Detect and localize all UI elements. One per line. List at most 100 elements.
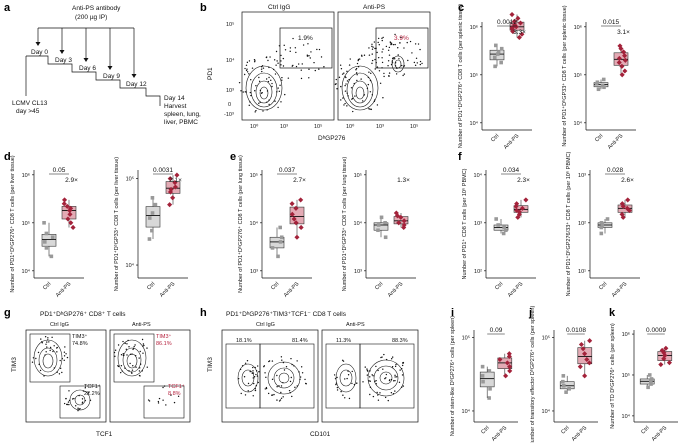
flow-event-dot <box>419 63 422 66</box>
flow-event-dot <box>255 373 257 376</box>
day-12: Day 12 <box>126 81 147 88</box>
y-tick-label: 10⁴ <box>474 172 483 179</box>
flow-event-dot <box>366 368 368 370</box>
flow-b-frame-anti <box>337 11 431 121</box>
data-point-ctrl <box>487 369 492 373</box>
y-axis-label: Number of PD1⁺DᵇGP276⁺ CD8 T cells (per … <box>457 4 464 148</box>
flow-event-dot <box>374 68 376 70</box>
flow-event-dot <box>400 64 403 67</box>
flow-event-dot <box>380 356 382 359</box>
flow-b-frame-ctrl <box>241 11 335 121</box>
flow-event-dot <box>360 78 362 80</box>
flow-g-tim3-pct-ctrl: 74.8% <box>72 341 88 347</box>
flow-event-dot <box>377 41 379 44</box>
y-axis-label: Number of PD1⁺DᵇGP276/33⁺ CD8 T cells (p… <box>565 151 572 296</box>
flow-event-dot <box>282 396 284 398</box>
y-tick-label: 10⁵ <box>622 372 630 379</box>
day-steps: Day 0 Day 3 Day 6 Day 9 Day 12 <box>26 49 161 106</box>
p-value: 0.028 <box>607 167 624 174</box>
x-tick-label: Anti-PS <box>159 281 177 299</box>
flow-b-xtick-2: 10³ <box>280 124 288 130</box>
y-axis-label: Number of PD1⁺DᵇGP276⁺ CD8 T cells (per … <box>237 155 244 293</box>
flow-event-dot <box>346 105 348 107</box>
flow-event-dot <box>280 64 282 66</box>
flow-event-dot <box>360 54 363 56</box>
flow-event-dot <box>245 64 248 66</box>
harvest-organs: spleen, lung, <box>164 111 201 118</box>
flow-event-dot <box>355 67 358 70</box>
harvest-label: Harvest <box>164 103 187 110</box>
flow-b-xtick-1: 10⁰ <box>250 123 259 130</box>
flow-event-dot <box>308 55 310 57</box>
flow-event-dot <box>357 58 360 61</box>
p-value: 0.037 <box>279 167 296 174</box>
x-tick-label: Anti-PS <box>571 425 589 443</box>
flow-event-dot <box>284 93 286 96</box>
p-value: 0.034 <box>503 167 520 174</box>
data-point-ctrl <box>499 60 503 65</box>
data-point-ctrl <box>383 221 387 225</box>
flow-event-dot <box>383 72 385 75</box>
flow-event-dot <box>377 369 379 372</box>
flow-event-dot <box>126 354 128 356</box>
flow-event-dot <box>382 97 384 99</box>
flow-event-dot <box>252 377 254 379</box>
flow-event-dot <box>48 341 50 343</box>
flow-event-dot <box>340 390 342 393</box>
flow-h-gate-neg-ctrl <box>225 343 261 409</box>
flow-event-dot <box>157 400 160 403</box>
flow-b-ytick-2: 10⁴ <box>226 57 235 64</box>
flow-event-dot <box>348 397 351 400</box>
data-point-anti <box>619 72 625 78</box>
flow-event-dot <box>368 54 371 56</box>
flow-event-dot <box>280 101 282 103</box>
flow-event-dot <box>141 338 144 341</box>
flow-h-frame-ctrl <box>221 329 319 423</box>
flow-event-dot <box>114 355 116 358</box>
flow-event-dot <box>295 65 298 68</box>
flow-event-dot <box>292 64 294 67</box>
flow-event-dot <box>416 62 419 64</box>
flow-event-dot <box>375 61 377 64</box>
panel-label-g: g <box>4 307 11 319</box>
x-tick-label: Ctrl <box>560 425 570 435</box>
flow-event-dot <box>47 337 49 339</box>
flow-event-dot <box>357 59 359 62</box>
flow-event-dot <box>291 395 293 398</box>
flow-event-dot <box>304 378 306 381</box>
flow-event-dot <box>114 349 117 351</box>
data-point-anti <box>167 176 173 182</box>
fold-change: 2.9× <box>65 177 78 184</box>
panel-label-k: k <box>609 307 616 319</box>
flow-event-dot <box>87 392 90 394</box>
flow-g-ylabel: TIM3 <box>11 357 18 372</box>
flow-event-dot <box>276 386 278 388</box>
boxplot-i: 10⁴ 10⁵ Number of stem-like DᵇGP276⁺ cells… <box>449 316 518 443</box>
flow-event-dot <box>407 59 409 62</box>
flow-b-pct-anti: 3.9% <box>394 35 409 42</box>
flow-event-dot <box>336 389 339 391</box>
flow-event-dot <box>369 380 371 382</box>
data-point-ctrl <box>150 196 155 200</box>
flow-event-dot <box>280 356 283 358</box>
x-tick-label: Anti-PS <box>607 133 625 151</box>
flow-event-dot <box>391 356 394 358</box>
flow-event-dot <box>120 354 123 356</box>
data-point-anti <box>658 361 664 368</box>
flow-event-dot <box>374 47 376 50</box>
flow-event-dot <box>247 390 249 392</box>
data-point-anti <box>68 220 74 226</box>
flow-h-pct-pos-anti: 88.3% <box>392 338 408 344</box>
flow-event-dot <box>264 388 267 390</box>
flow-g-gate-tim3-anti <box>113 333 155 383</box>
flow-g-tim3-pct-anti: 86.1% <box>156 341 172 347</box>
y-tick-label: 10³ <box>578 173 586 179</box>
flow-event-dot <box>37 351 40 354</box>
flow-event-dot <box>250 79 252 81</box>
flow-event-dot <box>376 104 379 106</box>
flow-event-dot <box>284 49 287 51</box>
x-tick-label: Anti-PS <box>651 425 669 443</box>
flow-event-dot <box>53 345 55 347</box>
flow-g-tcf1-pct-anti: 8.8% <box>168 391 181 397</box>
